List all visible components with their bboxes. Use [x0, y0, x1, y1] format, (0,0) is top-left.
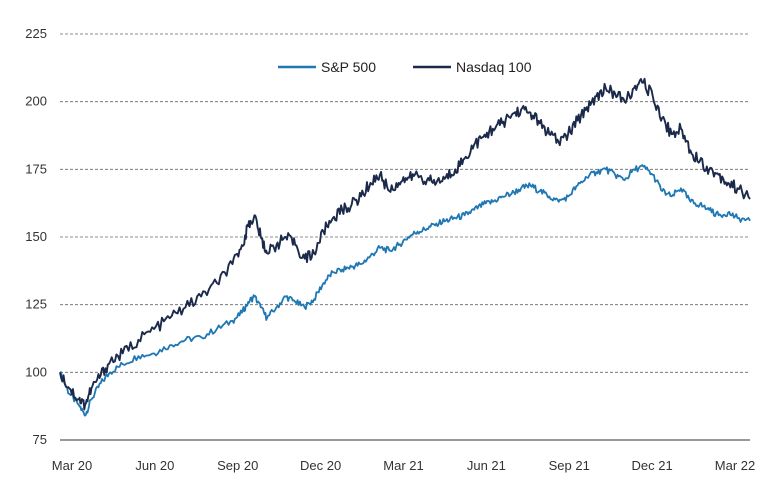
- gridlines: [60, 33, 750, 373]
- x-tick-label: Jun 20: [135, 458, 174, 473]
- sp500-series-line: [59, 164, 751, 417]
- x-tick-label: Mar 20: [52, 458, 92, 473]
- y-tick-label: 75: [33, 432, 47, 447]
- x-axis-tick-labels: Mar 20 Jun 20 Sep 20 Dec 20 Mar 21 Jun 21 Sep …: [52, 458, 755, 473]
- y-tick-label: 225: [25, 26, 47, 41]
- y-tick-label: 150: [25, 229, 47, 244]
- legend: S&P 500 Nasdaq 100: [278, 59, 532, 75]
- y-tick-label: 125: [25, 297, 47, 312]
- x-tick-label: Sep 20: [217, 458, 258, 473]
- y-tick-label: 175: [25, 161, 47, 176]
- nasdaq100-series-line: [59, 77, 751, 411]
- legend-label: S&P 500: [321, 59, 376, 75]
- x-tick-label: Mar 21: [383, 458, 423, 473]
- legend-label: Nasdaq 100: [456, 59, 532, 75]
- y-tick-label: 100: [25, 364, 47, 379]
- series-lines: [59, 77, 751, 417]
- x-tick-label: Dec 21: [632, 458, 673, 473]
- x-tick-label: Jun 21: [467, 458, 506, 473]
- x-tick-label: Mar 22: [715, 458, 755, 473]
- x-tick-label: Sep 21: [549, 458, 590, 473]
- y-axis-tick-labels: 75 100 125 150 175 200 225: [25, 26, 47, 447]
- x-tick-label: Dec 20: [300, 458, 341, 473]
- y-tick-label: 200: [25, 94, 47, 109]
